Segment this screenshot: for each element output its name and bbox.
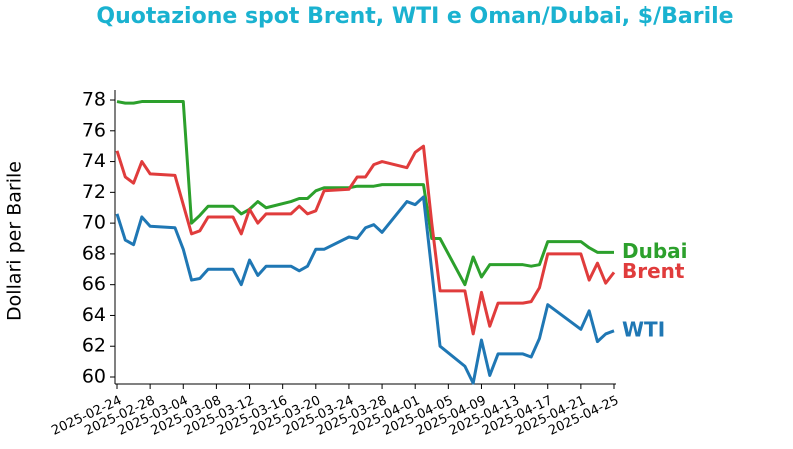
series-label: WTI [622,317,665,341]
y-tick-label: 64 [82,304,106,326]
series-line [115,144,616,336]
y-tick-label: 70 [82,212,106,234]
y-tick-label: 62 [82,335,106,357]
series-line [115,195,615,385]
y-tick-label: 78 [82,89,106,111]
series-label: Brent [622,259,685,283]
y-axis-label: Dollari per Barile [4,161,26,321]
y-tick-label: 76 [82,119,106,141]
chart-title: Quotazione spot Brent, WTI e Oman/Dubai,… [96,4,733,29]
y-tick-label: 68 [82,242,106,264]
y-tick-label: 60 [82,366,106,388]
y-tick-label: 74 [82,150,106,172]
series-label: Dubai [622,239,688,263]
series-line [116,100,614,287]
y-tick-label: 66 [82,273,106,295]
y-tick-label: 72 [82,181,106,203]
